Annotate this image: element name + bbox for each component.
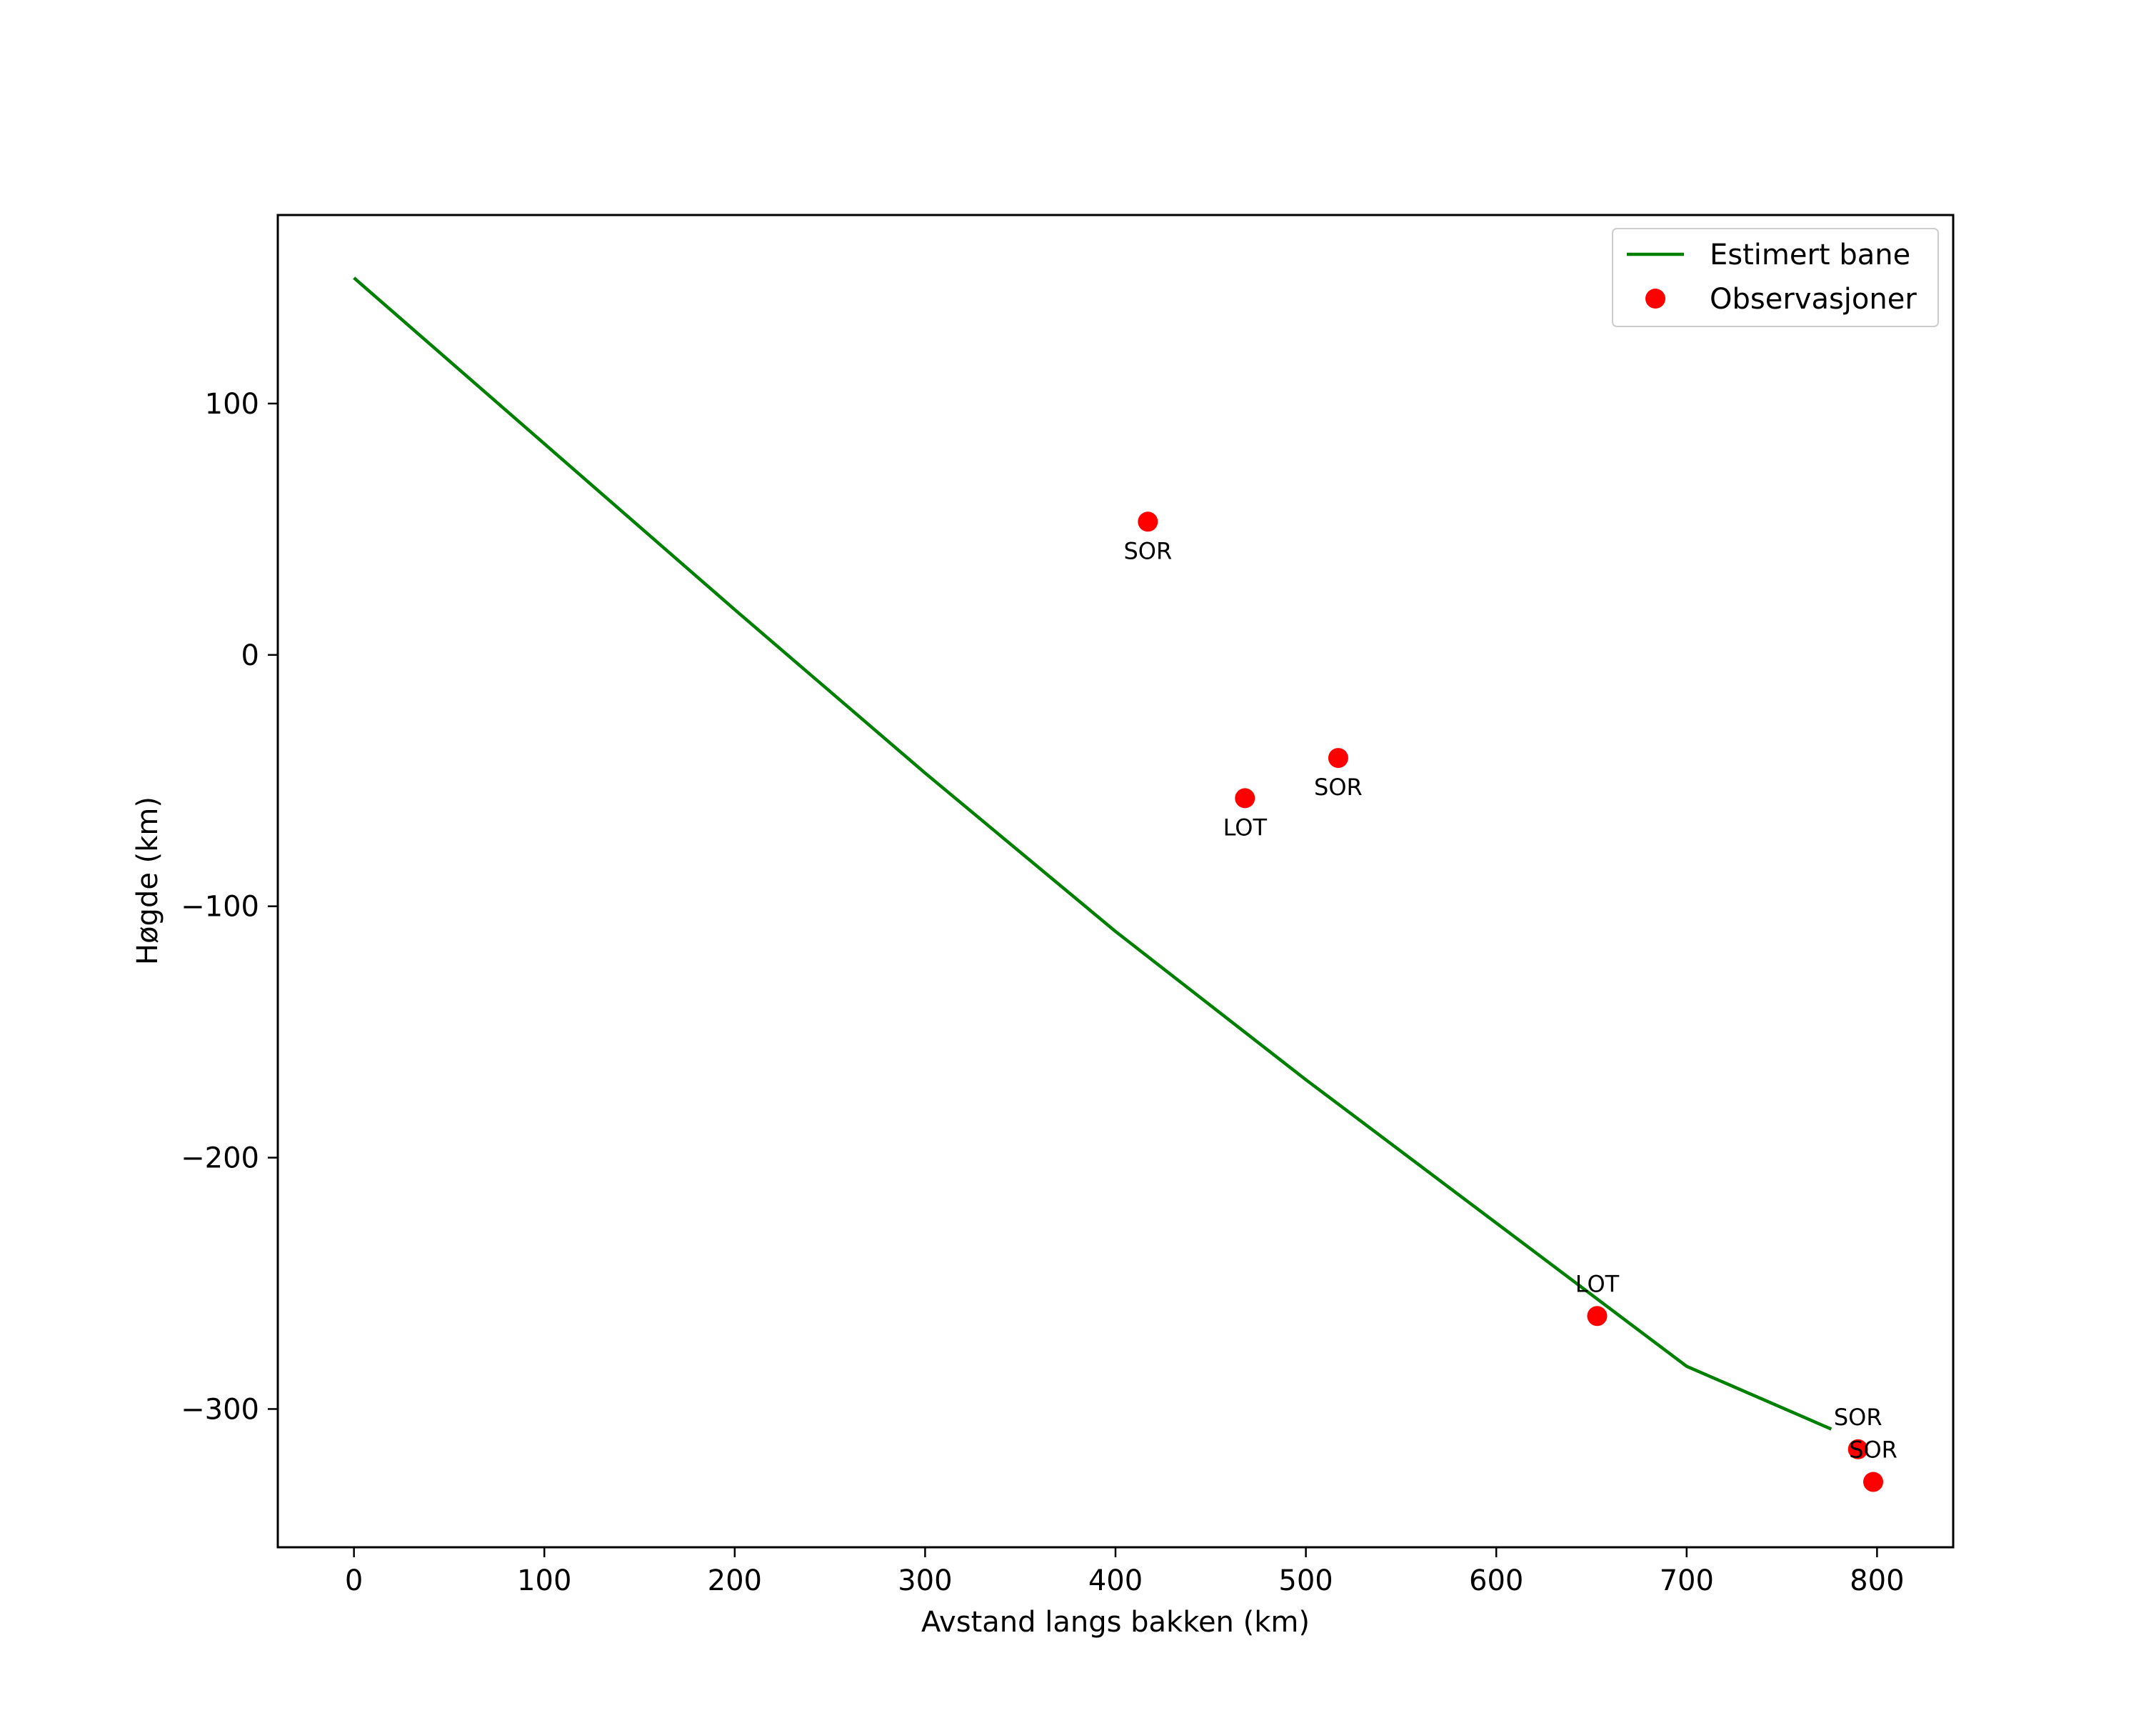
y-axis-ticks: 100 0 −100 −200 −300 bbox=[181, 388, 278, 1426]
observation-label: SOR bbox=[1849, 1437, 1897, 1464]
observation-label: SOR bbox=[1834, 1404, 1882, 1431]
series-line-estimert-bane bbox=[353, 276, 1832, 1431]
observation-point bbox=[1847, 1439, 1868, 1459]
legend-label-line: Estimert bane bbox=[1710, 239, 1910, 271]
legend: Estimert bane Observasjoner bbox=[1612, 228, 1939, 327]
legend-label-scatter: Observasjoner bbox=[1710, 283, 1917, 316]
x-tick-label: 400 bbox=[1088, 1564, 1143, 1597]
observation-point bbox=[1235, 788, 1255, 809]
y-tick-label: 0 bbox=[241, 639, 259, 672]
observation-label: SOR bbox=[1123, 537, 1172, 564]
x-tick-label: 600 bbox=[1469, 1564, 1523, 1597]
x-axis-ticks: 0 100 200 300 400 500 600 700 800 bbox=[345, 1547, 1905, 1597]
observation-label: LOT bbox=[1575, 1270, 1620, 1297]
y-tick-label: −100 bbox=[181, 891, 259, 924]
x-tick-label: 700 bbox=[1660, 1564, 1714, 1597]
observation-label: LOT bbox=[1223, 814, 1268, 841]
observation-point bbox=[1138, 511, 1158, 532]
y-tick-label: −300 bbox=[181, 1393, 259, 1426]
x-tick-label: 500 bbox=[1278, 1564, 1333, 1597]
x-tick-label: 800 bbox=[1850, 1564, 1904, 1597]
observation-point bbox=[1328, 748, 1348, 769]
x-tick-label: 300 bbox=[898, 1564, 952, 1597]
x-tick-label: 100 bbox=[517, 1564, 571, 1597]
y-tick-label: 100 bbox=[205, 388, 259, 421]
x-tick-label: 0 bbox=[345, 1564, 363, 1597]
x-tick-label: 200 bbox=[708, 1564, 762, 1597]
x-axis-label: Avstand langs bakken (km) bbox=[921, 1606, 1310, 1639]
observation-label: SOR bbox=[1314, 774, 1363, 801]
observation-point bbox=[1587, 1306, 1608, 1327]
legend-box bbox=[1612, 228, 1939, 327]
observation-point bbox=[1863, 1472, 1884, 1492]
y-axis-label: Høgde (km) bbox=[131, 796, 164, 965]
plot-content: SOR LOT SOR LOT SOR SOR bbox=[353, 276, 1897, 1492]
y-tick-label: −200 bbox=[181, 1142, 259, 1175]
legend-marker-swatch bbox=[1645, 289, 1665, 309]
